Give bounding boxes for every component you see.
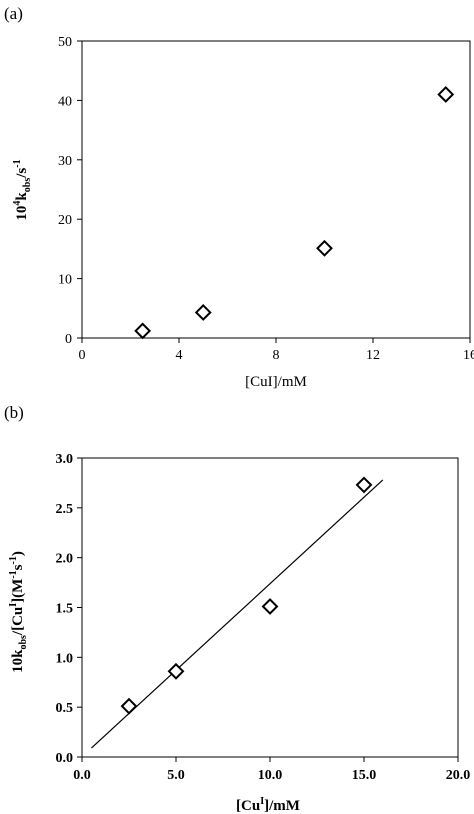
panel-a-y-axis-label: 104kobs/s-1 [12,159,33,220]
panel-a-label: (a) [4,4,23,23]
y-tick-label: 1.0 [56,651,74,666]
y-tick-label: 3.0 [56,452,74,467]
panel-a-x-axis-label: [CuI]/mM [245,374,307,390]
panel-b: (b) 0.0 5.0 10.0 15.0 20.0 0.0 0.5 1.0 1.5 2.0 2.… [4,403,470,814]
data-point [134,322,152,340]
data-point [167,662,185,680]
panel-b-y-ticks: 0.0 0.5 1.0 1.5 2.0 2.5 3.0 [56,452,82,766]
x-tick-label: 0.0 [73,768,91,783]
y-tick-label: 0.0 [56,751,74,766]
y-tick-label: 10 [58,273,72,288]
data-point [437,86,455,103]
y-tick-label: 1.5 [56,602,74,617]
y-tick-label: 30 [58,154,72,169]
panel-a: (a) 0 4 8 12 16 0 10 20 30 40 50 [CuI]/mM 104kobs… [4,4,474,390]
x-tick-label: 15.0 [352,768,377,783]
data-point [316,239,333,257]
y-tick-label: 0 [65,332,72,347]
plot-frame [81,40,471,339]
x-tick-label: 10.0 [258,768,283,783]
panel-b-x-ticks: 0.0 5.0 10.0 15.0 20.0 [73,757,470,783]
panel-a-axes [81,40,471,339]
data-point [355,476,373,494]
x-tick-label: 20.0 [446,768,471,783]
panel-b-points [120,476,373,715]
y-tick-label: 40 [58,94,72,109]
data-point [261,598,279,615]
y-tick-label: 0.5 [56,701,74,716]
data-point [120,697,138,715]
panel-b-y-axis-label: 10kobs/[CuI](M-1s-1) [8,551,29,673]
y-tick-label: 2.5 [56,502,74,517]
y-tick-label: 20 [58,213,72,228]
fit-line [90,479,384,749]
panel-b-fit-line-group [90,479,384,749]
x-tick-label: 4 [176,348,183,363]
x-tick-label: 16 [463,348,474,363]
y-tick-label: 50 [58,35,72,50]
panel-b-label: (b) [4,403,24,422]
data-point [194,304,212,321]
x-tick-label: 12 [366,348,380,363]
x-tick-label: 8 [273,348,280,363]
x-tick-label: 5.0 [167,768,185,783]
y-tick-label: 2.0 [56,552,74,567]
panel-a-points [134,86,455,340]
panel-a-x-ticks: 0 4 8 12 16 [79,338,474,363]
panel-b-x-axis-label: [CuI]/mM [236,796,300,814]
panel-a-y-ticks: 0 10 20 30 40 50 [58,35,82,347]
x-tick-label: 0 [79,348,86,363]
